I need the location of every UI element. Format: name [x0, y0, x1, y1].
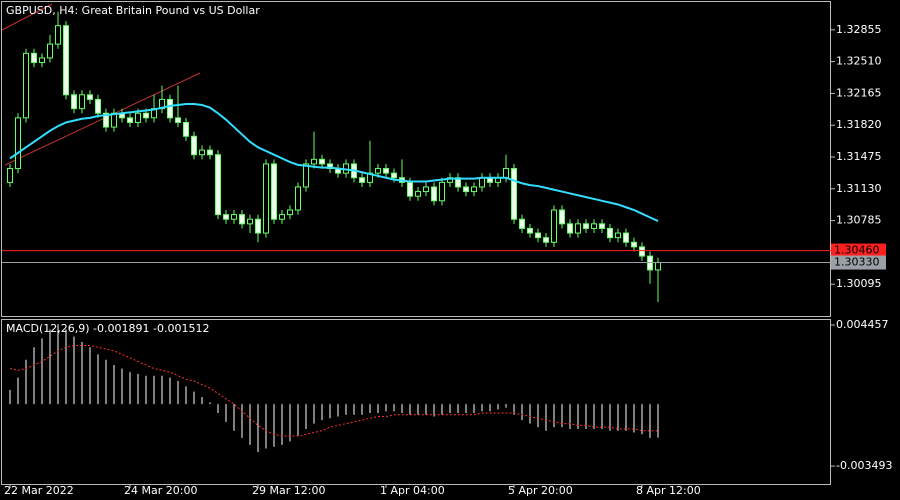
moving-average	[9, 103, 659, 222]
candle-body	[279, 214, 285, 220]
candle-body	[7, 168, 13, 183]
candle-body	[71, 94, 77, 110]
y-tick-label: 1.31130	[836, 182, 882, 195]
candle-body	[503, 168, 509, 179]
x-tick-label: 8 Apr 12:00	[636, 484, 701, 497]
candle-body	[303, 163, 309, 188]
candle-body	[359, 177, 365, 183]
candle-body	[135, 112, 141, 123]
candle-body	[63, 25, 69, 96]
candle-body	[127, 117, 133, 123]
price-panel	[1, 1, 831, 317]
candle-body	[207, 149, 213, 156]
candle-body	[391, 172, 397, 179]
y-tick-label: 1.32510	[836, 55, 882, 68]
x-tick-label: 22 Mar 2022	[4, 484, 74, 497]
candle-body	[375, 168, 381, 174]
trend-line	[1, 3, 53, 31]
candle-body	[295, 186, 301, 211]
candle-body	[559, 209, 565, 225]
y-tick-label: 1.30095	[836, 277, 882, 290]
candle-body	[479, 177, 485, 188]
candle-body	[431, 186, 437, 202]
y-tick-label: -0.003493	[836, 459, 892, 472]
candle-body	[583, 223, 589, 229]
y-tick-label: 1.30785	[836, 214, 882, 227]
candle-body	[263, 163, 269, 234]
candle-body	[551, 209, 557, 243]
candle-body	[543, 237, 549, 243]
candle-body	[599, 223, 605, 229]
candle-body	[31, 52, 37, 64]
candle-body	[615, 232, 621, 239]
candle-body	[55, 25, 61, 45]
candle-body	[415, 191, 421, 197]
candle-body	[223, 214, 229, 220]
x-tick-label: 1 Apr 04:00	[380, 484, 445, 497]
candle-body	[287, 209, 293, 216]
candle-body	[439, 181, 445, 202]
price-label-box	[831, 243, 886, 258]
price-label: 1.30330	[834, 256, 880, 269]
candle-body	[527, 227, 533, 234]
candle-body	[271, 163, 277, 220]
candle-body	[183, 121, 189, 137]
y-tick-label: 0.004457	[836, 318, 889, 331]
y-tick-label: 1.31475	[836, 150, 882, 163]
candle-body	[87, 94, 93, 100]
candle-body	[655, 262, 661, 271]
candle-body	[191, 135, 197, 156]
candle-body	[143, 112, 149, 119]
candle-body	[567, 223, 573, 234]
price-label-box	[831, 255, 886, 270]
candle-body	[471, 186, 477, 193]
macd-panel	[1, 319, 831, 485]
candle-body	[15, 117, 21, 170]
x-tick-label: 5 Apr 20:00	[508, 484, 573, 497]
chart-title: GBPUSD, H4: Great Britain Pound vs US Do…	[6, 4, 260, 17]
candle-body	[535, 232, 541, 239]
signal-line	[9, 345, 659, 437]
candle-body	[639, 246, 645, 257]
x-tick-label: 29 Mar 12:00	[252, 484, 325, 497]
candle-body	[255, 218, 261, 234]
candle-body	[167, 98, 173, 119]
candle-body	[607, 227, 613, 239]
candle-body	[215, 154, 221, 216]
price-label: 1.30460	[834, 244, 880, 257]
candle-body	[519, 218, 525, 229]
candle-body	[591, 223, 597, 229]
candle-body	[311, 158, 317, 165]
macd-label: MACD(12,26,9) -0.001891 -0.001512	[6, 322, 209, 335]
candle-body	[511, 168, 517, 220]
candle-body	[423, 186, 429, 193]
candle-body	[407, 181, 413, 197]
y-tick-label: 1.32165	[836, 86, 882, 99]
candle-body	[79, 94, 85, 110]
candle-body	[175, 117, 181, 123]
candle-body	[103, 112, 109, 128]
candle-body	[39, 57, 45, 64]
candle-body	[47, 43, 53, 59]
candle-body	[199, 149, 205, 156]
candle-body	[463, 186, 469, 193]
candle-body	[575, 223, 581, 234]
candle-body	[383, 168, 389, 174]
candle-body	[23, 52, 29, 119]
candle-body	[239, 214, 245, 225]
candle-body	[95, 98, 101, 114]
x-tick-label: 24 Mar 20:00	[124, 484, 197, 497]
candle-body	[231, 214, 237, 220]
candle-body	[319, 158, 325, 165]
y-tick-label: 1.31820	[836, 118, 882, 131]
trend-line	[4, 72, 201, 166]
candle-body	[247, 218, 253, 225]
y-tick-label: 1.32855	[836, 23, 882, 36]
candle-body	[623, 232, 629, 243]
candle-body	[631, 241, 637, 248]
